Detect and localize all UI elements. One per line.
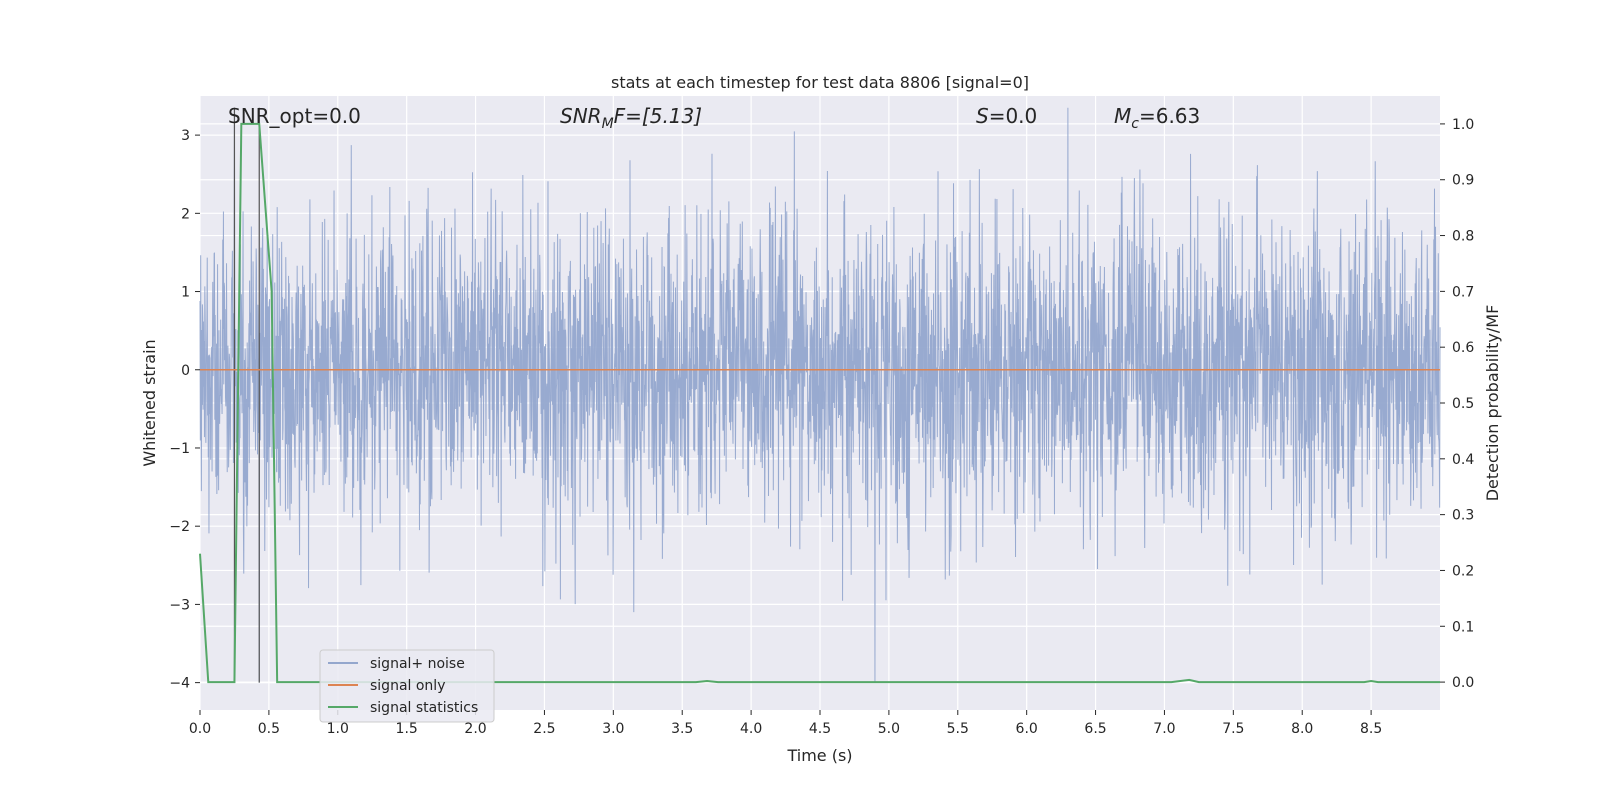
x-tick-label-2: 1.0 — [327, 721, 349, 737]
series-signal-noise — [199, 107, 1441, 683]
y-right-tick-label-2: 0.8 — [1452, 229, 1474, 245]
x-tick-label-17: 8.5 — [1360, 721, 1382, 737]
y-right-tick-label-5: 0.5 — [1452, 396, 1474, 412]
y-tick-label-6: −3 — [169, 597, 190, 613]
y-right-tick-label-9: 0.1 — [1452, 619, 1474, 635]
x-tick-label-16: 8.0 — [1291, 721, 1313, 737]
x-tick-label-15: 7.5 — [1222, 721, 1244, 737]
x-tick-label-14: 7.0 — [1153, 721, 1175, 737]
x-tick-label-13: 6.5 — [1084, 721, 1106, 737]
x-tick-label-8: 4.0 — [740, 721, 762, 737]
annotation-mc-rest: =6.63 — [1139, 104, 1200, 128]
y-tick-label-7: −4 — [169, 676, 190, 692]
x-axis-label: Time (s) — [786, 746, 852, 765]
annotation-s-main: S — [976, 104, 989, 128]
annotation-snr-mf-sub: M — [602, 116, 614, 132]
series-line-signal-statistics — [199, 122, 1440, 684]
annotation-s-rest: =0.0 — [989, 104, 1038, 128]
x-tick-label-4: 2.0 — [464, 721, 486, 737]
annotation-snr-mf: SNRMF=[5.13] — [560, 104, 702, 132]
y-ticks: 3 2 1 0 −1 −2 −3 −4 — [169, 128, 200, 692]
y-ticks-right: 1.0 0.9 0.8 0.7 0.6 0.5 0.4 0.3 0.2 0.1 0.0 — [1440, 117, 1474, 691]
y-right-tick-label-10: 0.0 — [1452, 675, 1474, 691]
legend: signal+ noise signal only signal statist… — [319, 649, 495, 723]
y-right-tick-label-3: 0.7 — [1452, 284, 1474, 300]
y-right-tick-label-4: 0.6 — [1452, 340, 1474, 356]
y-axis-right-label: Detection probability/MF — [1483, 305, 1502, 502]
y-tick-label-2: 1 — [181, 285, 190, 301]
x-tick-label-12: 6.0 — [1016, 721, 1038, 737]
annotation-snr-mf-main: SNR — [560, 104, 602, 128]
x-tick-label-9: 4.5 — [809, 721, 831, 737]
annotation-mc: Mc=6.63 — [1114, 104, 1200, 132]
series-line-signal-noise — [199, 107, 1441, 683]
y-tick-label-0: 3 — [181, 128, 190, 144]
y-axis-label: Whitened strain — [140, 339, 159, 466]
legend-label-signal-noise: signal+ noise — [370, 656, 465, 672]
y-right-tick-label-6: 0.4 — [1452, 452, 1474, 468]
legend-label-signal-only: signal only — [370, 678, 445, 694]
x-tick-label-10: 5.0 — [878, 721, 900, 737]
y-right-tick-label-1: 0.9 — [1452, 173, 1474, 189]
y-right-tick-label-0: 1.0 — [1452, 117, 1474, 133]
x-tick-label-6: 3.0 — [602, 721, 624, 737]
y-tick-label-4: −1 — [169, 441, 190, 457]
annotation-s: S=0.0 — [976, 104, 1037, 128]
legend-label-signal-statistics: signal statistics — [370, 700, 478, 716]
x-ticks: 0.0 0.5 1.0 1.5 2.0 2.5 3.0 3.5 4.0 4.5 5.0 5.5 6.0 6… — [189, 710, 1382, 737]
x-tick-label-0: 0.0 — [189, 721, 211, 737]
y-tick-label-3: 0 — [181, 363, 190, 379]
vertical-markers — [233, 107, 260, 683]
series-signal-statistics — [199, 122, 1440, 684]
x-tick-label-3: 1.5 — [396, 721, 418, 737]
y-tick-label-5: −2 — [169, 519, 190, 535]
x-tick-label-1: 0.5 — [258, 721, 280, 737]
annotation-mc-sub: c — [1131, 116, 1139, 132]
x-tick-label-7: 3.5 — [671, 721, 693, 737]
y-tick-label-1: 2 — [181, 206, 190, 222]
annotation-snr-opt: SNR_opt=0.0 — [228, 104, 361, 128]
x-tick-label-11: 5.5 — [947, 721, 969, 737]
legend-box — [319, 649, 495, 723]
y-right-tick-label-7: 0.3 — [1452, 508, 1474, 524]
chart-title: stats at each timestep for test data 880… — [611, 73, 1029, 92]
y-right-tick-label-8: 0.2 — [1452, 563, 1474, 579]
x-tick-label-5: 2.5 — [533, 721, 555, 737]
annotation-mc-main: M — [1114, 104, 1131, 128]
annotation-snr-mf-rest: F=[5.13] — [614, 104, 702, 128]
